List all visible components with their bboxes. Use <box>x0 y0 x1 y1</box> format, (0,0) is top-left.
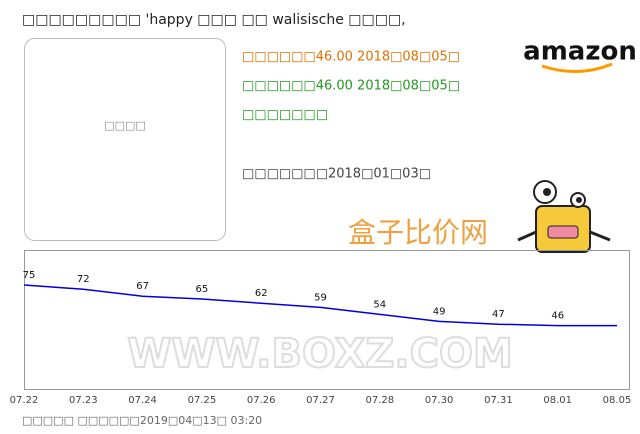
brand-logo: amazon <box>523 37 637 67</box>
logo-smile <box>541 62 613 74</box>
image-placeholder: □□□□ <box>104 119 146 132</box>
data-label: 72 <box>77 274 90 285</box>
x-tick-label: 08.01 <box>543 395 572 406</box>
lowest-price: □□□□□□46.00 2018□08□05□ <box>242 79 460 94</box>
data-label: 75 <box>23 270 36 281</box>
x-tick-label: 07.25 <box>188 395 217 406</box>
x-tick-label: 07.24 <box>128 395 157 406</box>
data-label: 62 <box>255 288 268 299</box>
x-tick-label: 07.23 <box>69 395 98 406</box>
footer: □□□□□ □□□□□□2019□04□13□ 03:20 <box>22 414 262 427</box>
data-label: 54 <box>373 299 386 310</box>
listed-date: □□□□□□□2018□01□03□ <box>242 167 431 182</box>
data-label: 65 <box>196 284 209 295</box>
data-label: 49 <box>433 306 446 317</box>
title: □□□□□□□□□ 'happy □□□ □□ walisische □□□□, <box>22 12 406 28</box>
image-frame <box>24 38 226 241</box>
watermark-url: WWW.BOXZ.COM <box>127 331 513 377</box>
current-price: □□□□□□46.00 2018□08□05□ <box>242 50 460 65</box>
data-label: 47 <box>492 309 505 320</box>
x-tick-label: 07.28 <box>365 395 394 406</box>
x-tick-label: 08.05 <box>603 395 632 406</box>
data-label: 67 <box>136 281 149 292</box>
x-tick-label: 07.31 <box>484 395 513 406</box>
mascot <box>517 180 611 253</box>
chart-frame <box>24 250 630 390</box>
x-tick-label: 07.26 <box>247 395 276 406</box>
data-label: 46 <box>551 311 564 322</box>
x-tick-label: 07.30 <box>425 395 454 406</box>
x-tick-label: 07.22 <box>10 395 39 406</box>
watermark-brand: 盒子比价网 <box>348 216 488 249</box>
data-label: 59 <box>314 292 327 303</box>
status: □□□□□□□ <box>242 108 328 123</box>
x-tick-label: 07.27 <box>306 395 335 406</box>
price-line <box>23 284 617 327</box>
